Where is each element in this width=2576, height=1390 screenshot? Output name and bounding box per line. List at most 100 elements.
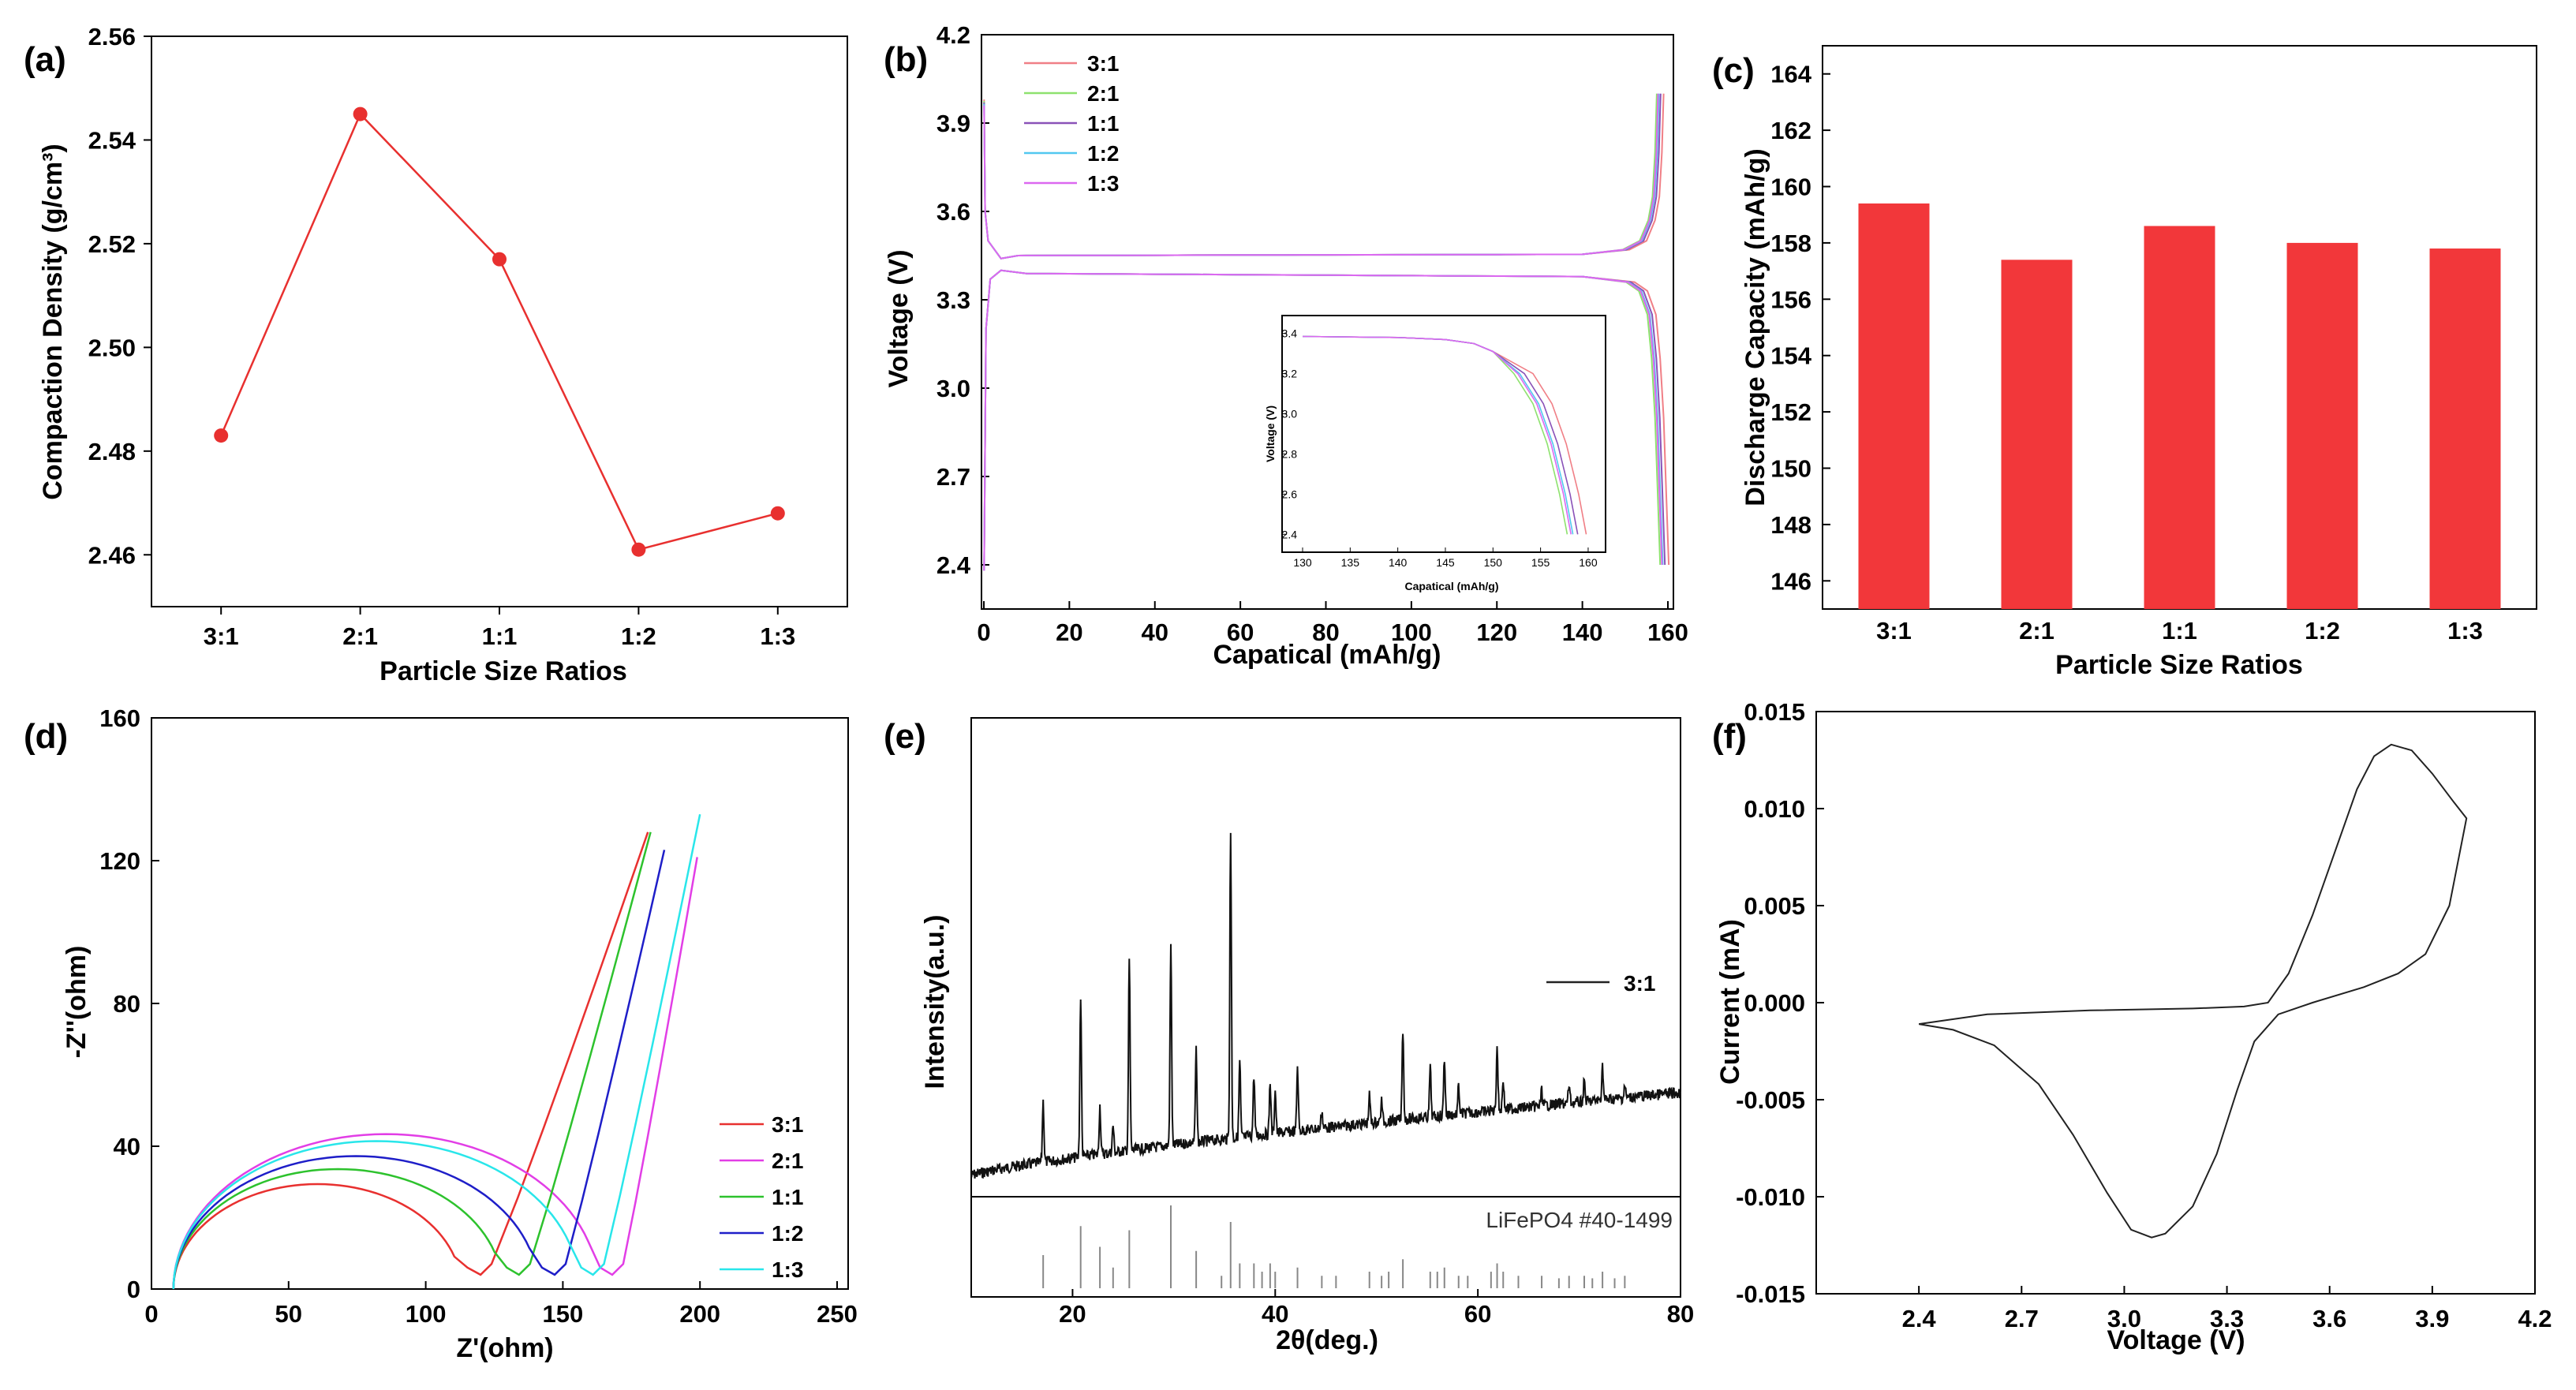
d-xtick-label: 0: [144, 1300, 158, 1328]
c-bar-1:1: [2144, 226, 2215, 609]
b-legend-label-1:2: 1:2: [1087, 141, 1119, 166]
d-ytick-label: 0: [127, 1276, 140, 1303]
panel-f-frame: [1815, 711, 2536, 1295]
panel-a-x-ticks: 3:1 2:1 1:1 1:2 1:3: [204, 607, 795, 650]
panel-d-y-ticks: 0 40 80 120 160: [99, 704, 159, 1303]
d-xtick-label: 250: [817, 1300, 858, 1328]
inset-y-axis-label: Voltage (V): [1264, 405, 1277, 462]
panel-b-x-axis-label: Capatical (mAh/g): [1213, 640, 1441, 670]
f-xtick-label: 2.7: [2005, 1305, 2039, 1332]
panel-c-y-axis-label: Discharge Capacity (mAh/g): [1740, 148, 1770, 506]
a-ytick-label: 2.54: [88, 126, 136, 154]
inset-curve-1:3: [1302, 335, 1572, 535]
inset-curves: [1302, 335, 1587, 535]
c-xtick-label: 1:2: [2305, 617, 2340, 645]
panel-c-label: (c): [1712, 51, 1755, 90]
panel-e-label: (e): [884, 717, 926, 756]
panel-b-charge-discharge: (b) 2.4 2.7 3.0 3.3 3.6 3.9 4.2 0 20 40 60 80 100 12…: [884, 21, 1688, 670]
f-xtick-label: 3.9: [2415, 1305, 2449, 1332]
b-xtick-label: 20: [1056, 618, 1082, 646]
a-xtick-label: 2:1: [342, 622, 378, 650]
panel-b-x-ticks: 0 20 40 60 80 100 120 140 160: [977, 601, 1688, 646]
a-xtick-label: 3:1: [204, 622, 239, 650]
b-xtick-label: 160: [1647, 618, 1688, 646]
f-ytick-label: 0.000: [1744, 989, 1805, 1017]
panel-e-reference-lines: [1042, 1205, 1626, 1288]
b-xtick-label: 120: [1476, 618, 1517, 646]
b-legend-label-1:3: 1:3: [1087, 171, 1119, 196]
f-ytick-label: 0.005: [1744, 892, 1805, 920]
c-ytick-label: 164: [1770, 61, 1811, 88]
inset-ytick-label: 3.4: [1282, 327, 1298, 340]
b-ytick-label: 2.4: [937, 551, 971, 579]
panel-e-reference-label: LiFePO4 #40-1499: [1486, 1208, 1673, 1232]
b-ytick-label: 3.3: [937, 286, 970, 314]
a-xtick-label: 1:2: [621, 622, 656, 650]
panel-d-x-axis-label: Z'(ohm): [456, 1333, 553, 1363]
inset-xtick-label: 150: [1484, 556, 1503, 569]
d-ytick-label: 40: [114, 1133, 140, 1160]
f-xtick-label: 2.4: [1902, 1305, 1937, 1332]
inset-xtick-label: 135: [1341, 556, 1360, 569]
f-xtick-label: 3.3: [2210, 1305, 2244, 1332]
inset-xtick-label: 130: [1293, 556, 1312, 569]
a-xtick-label: 1:3: [760, 622, 795, 650]
f-ytick-label: 0.010: [1744, 795, 1805, 823]
f-xtick-label: 3.0: [2107, 1305, 2141, 1332]
b-ytick-label: 2.7: [937, 463, 970, 491]
panel-c-x-axis-label: Particle Size Ratios: [2055, 650, 2303, 680]
panel-e-x-ticks: 20 40 60 80: [1059, 1289, 1694, 1328]
d-curve-2:1: [172, 857, 698, 1290]
d-curve-3:1: [172, 831, 649, 1290]
b-ytick-label: 3.9: [937, 110, 970, 137]
b-xtick-label: 40: [1142, 618, 1168, 646]
b-xtick-label: 100: [1391, 618, 1432, 646]
d-legend-label-1:1: 1:1: [772, 1185, 803, 1209]
e-xtick-label: 20: [1059, 1300, 1086, 1328]
panel-a-y-axis-label: Compaction Density (g/cm³): [38, 144, 68, 499]
e-xtick-label: 40: [1262, 1300, 1288, 1328]
c-bar-1:2: [2286, 242, 2358, 609]
c-ytick-label: 152: [1770, 398, 1811, 426]
inset-y-ticks: 2.4 2.6 2.8 3.0 3.2 3.4: [1282, 327, 1298, 541]
a-ytick-label: 2.52: [88, 230, 136, 258]
d-ytick-label: 160: [99, 704, 140, 732]
c-xtick-label: 1:3: [2447, 617, 2483, 645]
panel-f-y-ticks: -0.015 -0.010 -0.005 0.000 0.005 0.010 0.015: [1736, 698, 1824, 1308]
panel-d-label: (d): [24, 717, 68, 756]
inset-curve-1:2: [1302, 335, 1574, 535]
b-xtick-label: 80: [1312, 618, 1339, 646]
panel-b-frame: [981, 34, 1674, 610]
c-ytick-label: 158: [1770, 230, 1811, 257]
d-curve-1:3: [172, 813, 701, 1290]
d-xtick-label: 50: [275, 1300, 302, 1328]
panel-c-y-ticks: 146 148 150 152 154 156 158 160 162 164: [1770, 61, 1830, 595]
d-xtick-label: 150: [543, 1300, 584, 1328]
d-xtick-label: 100: [406, 1300, 447, 1328]
b-xtick-label: 0: [977, 618, 990, 646]
a-point-3:1: [214, 428, 229, 443]
panel-b-y-ticks: 2.4 2.7 3.0 3.3 3.6 3.9 4.2: [937, 21, 989, 579]
inset-ytick-label: 2.6: [1282, 488, 1298, 500]
panel-e-y-axis-label: Intensity(a.u.): [920, 914, 950, 1089]
d-ytick-label: 80: [114, 990, 140, 1018]
a-point-1:3: [770, 506, 785, 521]
panel-e-frame: [970, 717, 1681, 1298]
a-point-1:1: [492, 252, 507, 267]
a-xtick-label: 1:1: [482, 622, 518, 650]
c-ytick-label: 148: [1770, 511, 1811, 539]
b-xtick-label: 60: [1227, 618, 1254, 646]
d-curve-1:2: [172, 850, 666, 1290]
a-point-2:1: [353, 106, 368, 121]
panel-a-frame: [151, 35, 848, 607]
b-charge-curve-2:1: [983, 93, 1658, 260]
c-ytick-label: 154: [1770, 342, 1811, 370]
c-bar-1:3: [2429, 248, 2501, 609]
d-legend-label-2:1: 2:1: [772, 1149, 803, 1173]
panel-a-series-line: [220, 112, 779, 551]
a-point-1:2: [631, 542, 646, 557]
b-xtick-label: 140: [1562, 618, 1603, 646]
inset-xtick-label: 140: [1389, 556, 1408, 569]
panel-d-y-axis-label: -Z''(ohm): [62, 946, 92, 1059]
inset-ytick-label: 3.0: [1282, 408, 1298, 420]
